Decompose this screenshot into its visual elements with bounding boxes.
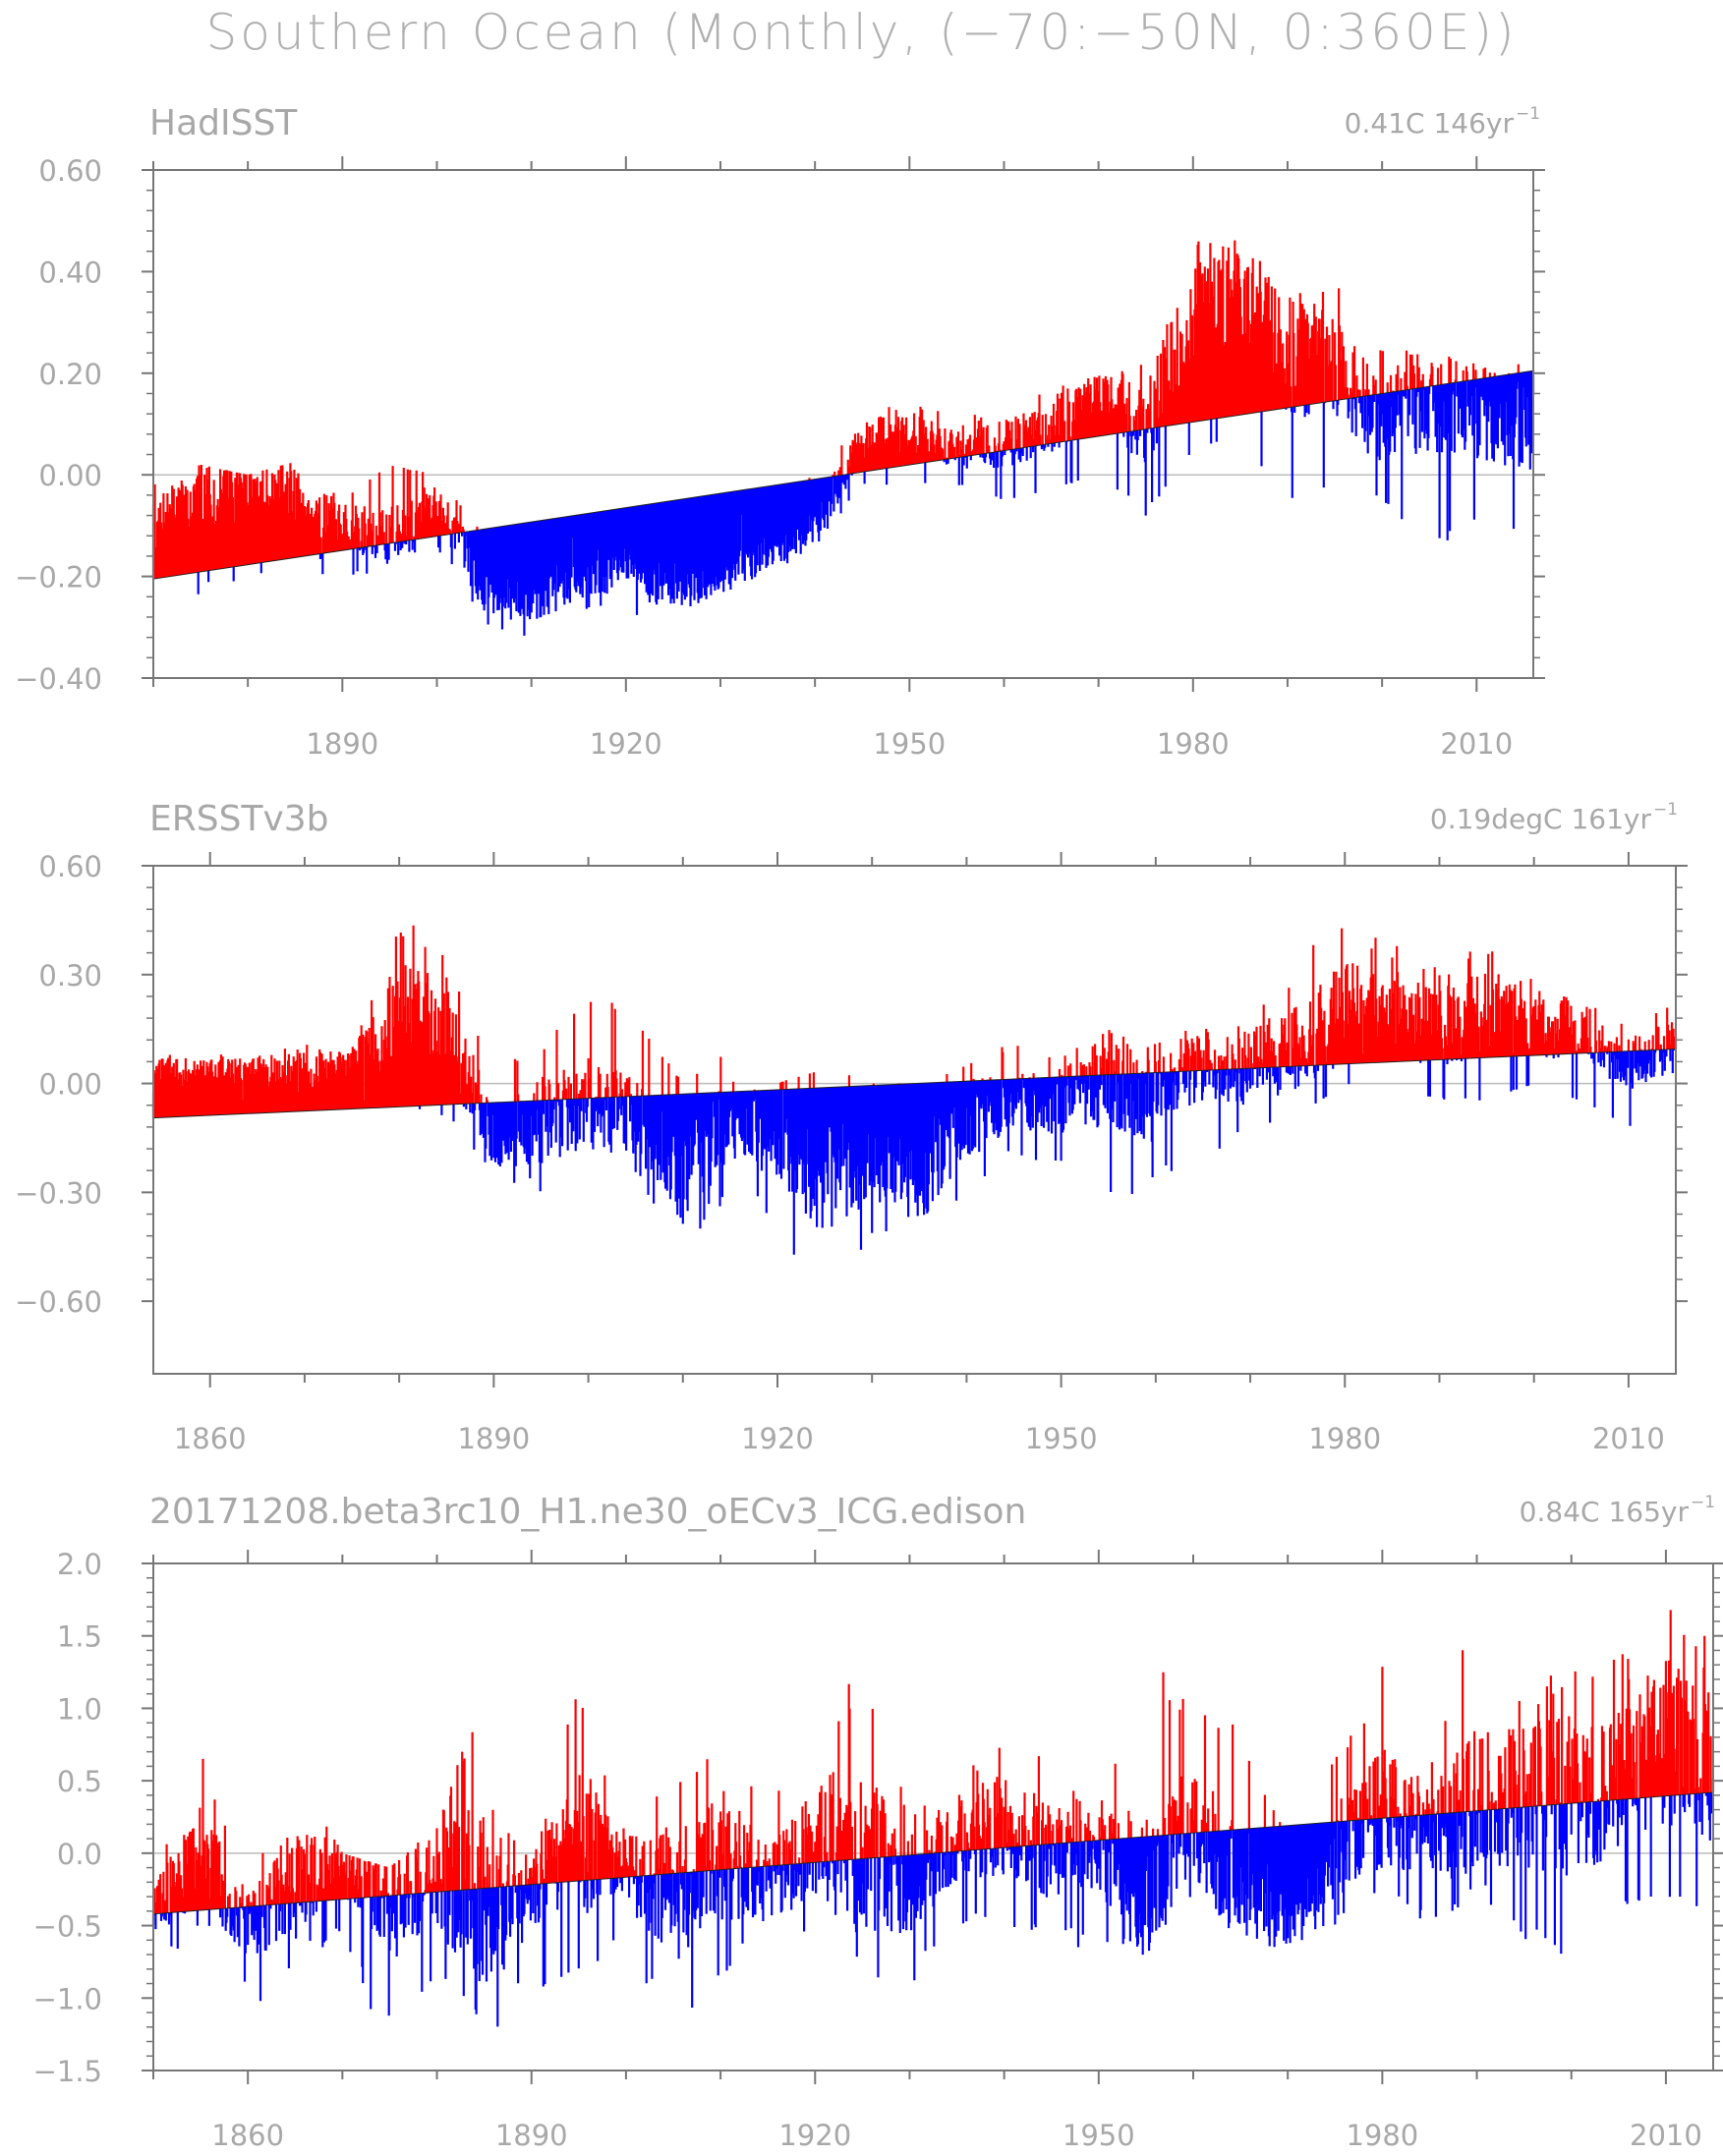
positive-anomaly-fill	[153, 1610, 1715, 1914]
trend-line	[152, 369, 1534, 580]
plot-frame	[152, 865, 1677, 1375]
plot-frame	[152, 1562, 1714, 2071]
y-tick-label: −1.0	[33, 1982, 102, 2015]
y-tick-label: 0.0	[57, 1838, 102, 1871]
y-tick-label: −0.5	[33, 1910, 102, 1944]
y-tick-label: 1.5	[57, 1620, 102, 1654]
y-tick-label: −0.30	[15, 1176, 102, 1210]
x-tick-label: 1980	[1308, 1422, 1381, 1455]
series-anomaly	[151, 240, 1535, 636]
panel-title: ERSSTv3b	[149, 799, 329, 839]
y-tick-label: −0.60	[15, 1285, 102, 1319]
y-tick-label: 0.30	[38, 959, 102, 993]
x-tick-label: 1890	[306, 727, 378, 761]
trend-line	[152, 1791, 1714, 1915]
x-tick-label: 1920	[778, 2119, 851, 2152]
figure-title: Southern Ocean (Monthly, (−70:−50N, 0:36…	[205, 4, 1518, 61]
trend-exponent: −1	[1653, 800, 1678, 820]
trend-label: 0.19degC 161yr	[1430, 803, 1652, 835]
chart-panel-2: ERSSTv3b 0.19degC 161yr −1 −0.60 −0.30 0.00 0.…	[15, 799, 1688, 1455]
trend-label: 0.84C 165yr	[1520, 1496, 1690, 1528]
y-tick-label: −0.40	[15, 662, 102, 696]
y-tick-label: 0.20	[38, 358, 102, 391]
x-tick-label: 1890	[495, 2119, 568, 2152]
negative-anomaly-fill	[197, 370, 1535, 636]
x-tick-label: 1860	[174, 1422, 247, 1455]
x-tick-label: 1950	[1063, 2119, 1135, 2152]
series-anomaly	[151, 925, 1678, 1255]
x-tick-label: 1980	[1157, 727, 1230, 761]
chart-panel-3: 20171208.beta3rc10_H1.ne30_oECv3_ICG.edi…	[33, 1492, 1723, 2152]
y-tick-label: 0.60	[38, 154, 102, 188]
x-tick-label: 1860	[211, 2119, 284, 2152]
panel-title: 20171208.beta3rc10_H1.ne30_oECv3_ICG.edi…	[149, 1492, 1026, 1532]
x-tick-label: 1920	[590, 727, 662, 761]
x-tick-label: 1920	[741, 1422, 814, 1455]
y-tick-label: −0.20	[15, 561, 102, 595]
trend-exponent: −1	[1516, 104, 1540, 124]
trend-line	[152, 1048, 1677, 1119]
y-tick-label: −1.5	[33, 2055, 102, 2088]
x-tick-label: 1890	[457, 1422, 530, 1455]
negative-anomaly-fill	[151, 1792, 1714, 2027]
panel-title: HadISST	[149, 103, 298, 143]
x-tick-label: 2010	[1630, 2119, 1702, 2152]
y-tick-label: 0.40	[38, 255, 102, 289]
y-tick-label: 0.60	[38, 850, 102, 883]
trend-exponent: −1	[1691, 1493, 1715, 1512]
chart-panel-1: HadISST 0.41C 146yr −1 −0.40 −0.20 0.00 0.20 0.…	[15, 103, 1545, 761]
positive-anomaly-fill	[151, 240, 1520, 580]
x-tick-label: 1950	[1025, 1422, 1098, 1455]
x-tick-label: 2010	[1440, 727, 1513, 761]
y-tick-label: 1.0	[57, 1692, 102, 1726]
series-anomaly	[151, 1610, 1715, 2027]
plot-frame	[152, 169, 1534, 679]
x-tick-label: 1950	[873, 727, 946, 761]
x-tick-label: 2010	[1592, 1422, 1665, 1455]
y-tick-label: 2.0	[57, 1548, 102, 1581]
y-tick-label: 0.00	[38, 1068, 102, 1102]
x-tick-label: 1980	[1346, 2119, 1418, 2152]
trend-label: 0.41C 146yr	[1345, 107, 1515, 140]
y-tick-label: 0.5	[57, 1765, 102, 1798]
y-tick-label: 0.00	[38, 459, 102, 492]
